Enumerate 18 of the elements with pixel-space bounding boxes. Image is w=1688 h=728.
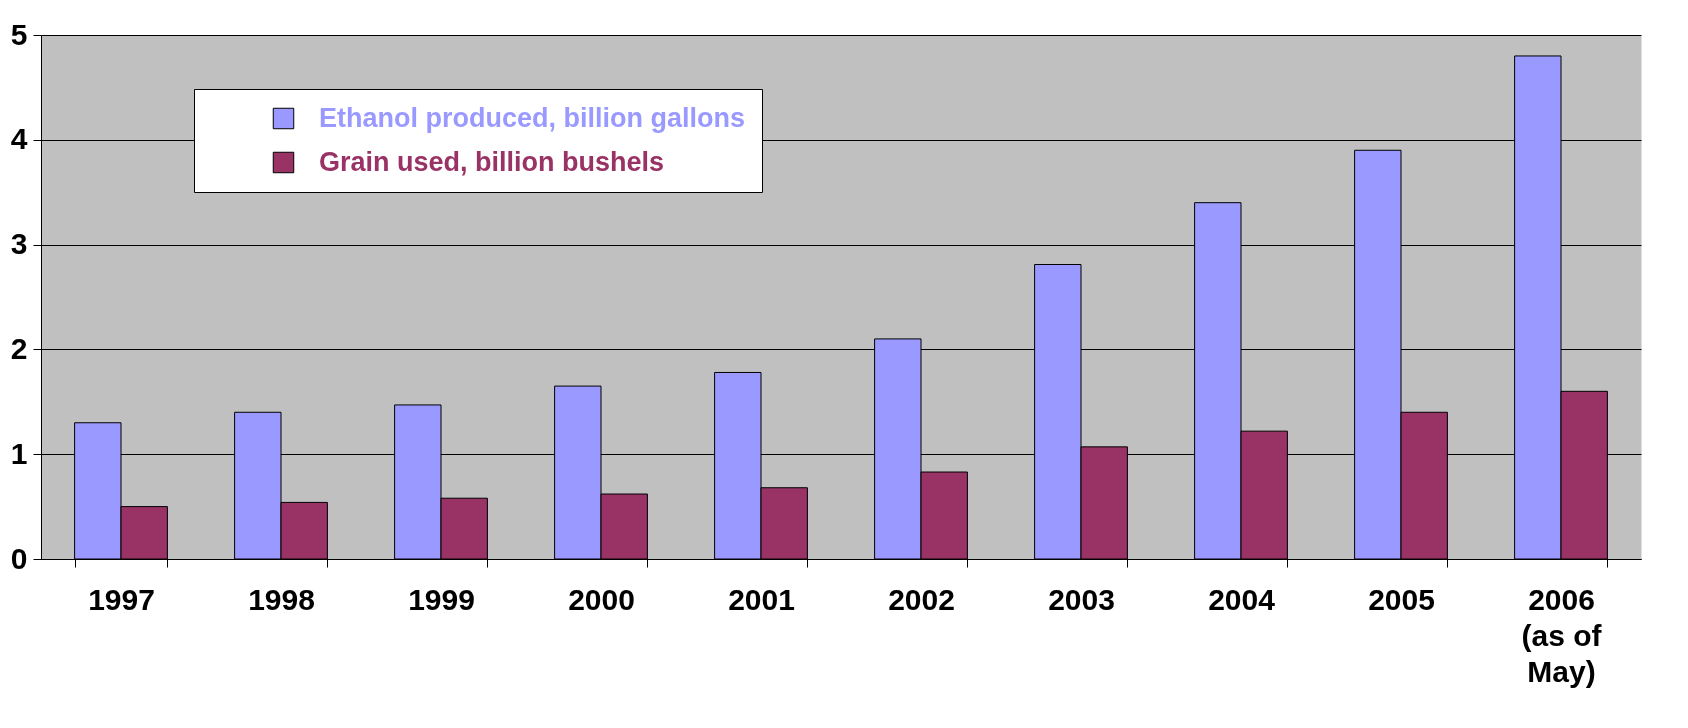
legend-label: Grain used, billion bushels (319, 146, 665, 177)
y-tick-label: 0 (10, 541, 28, 575)
x-tick-label: 1997 (88, 582, 155, 616)
x-tick-label: 2001 (728, 582, 795, 616)
x-tick-label: 2003 (1048, 582, 1115, 616)
y-tick-label: 5 (10, 17, 28, 51)
y-tick-label: 1 (10, 436, 28, 470)
x-tick-label: 2002 (888, 582, 955, 616)
y-tick-label: 2 (10, 331, 28, 365)
x-tick-label: 2004 (1208, 582, 1276, 616)
legend-label: Ethanol produced, billion gallons (319, 102, 746, 133)
x-tick-label: 2006 (as of May) (1521, 582, 1603, 688)
x-tick-label: 2005 (1368, 582, 1435, 616)
x-tick-label: 2000 (568, 582, 635, 616)
y-tick-label: 3 (10, 227, 28, 261)
y-tick-label: 4 (10, 122, 28, 156)
x-tick-label: 1999 (408, 582, 475, 616)
x-tick-label: 1998 (248, 582, 315, 616)
